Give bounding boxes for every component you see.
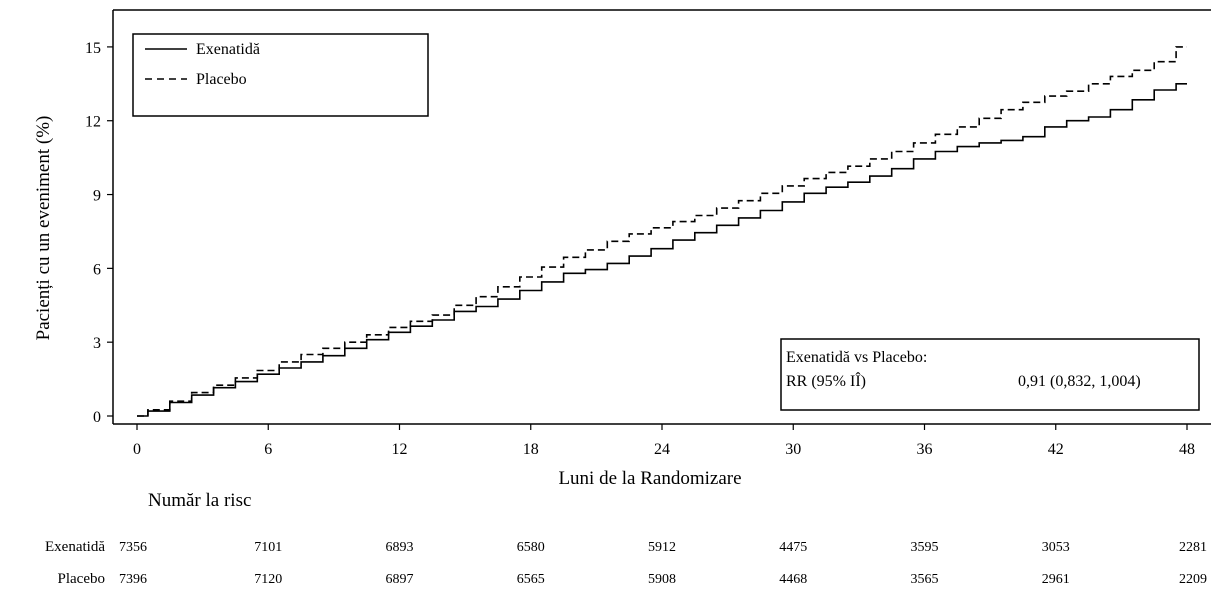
x-tick-label: 12 xyxy=(392,441,408,458)
risk-count: 7101 xyxy=(254,540,282,555)
y-tick-label: 0 xyxy=(93,409,101,426)
risk-count: 3053 xyxy=(1042,540,1070,555)
y-tick-label: 12 xyxy=(85,114,101,131)
risk-table-title: Număr la risc xyxy=(148,490,251,511)
series-layer xyxy=(137,46,1187,417)
y-tick-label: 9 xyxy=(93,188,101,205)
x-tick-label: 48 xyxy=(1179,441,1195,458)
x-axis: 0 6 12 18 24 30 36 42 48 xyxy=(133,424,1195,458)
x-tick-label: 6 xyxy=(264,441,272,458)
plot-area xyxy=(112,9,1211,425)
y-axis-title: Pacienți cu un eveniment (%) xyxy=(33,116,54,341)
x-tick-label: 42 xyxy=(1048,441,1064,458)
risk-row-label: Placebo xyxy=(58,571,105,587)
y-tick-label: 15 xyxy=(85,40,101,57)
x-tick-label: 30 xyxy=(785,441,801,458)
legend: Exenatidă Placebo xyxy=(132,33,429,117)
y-axis: 0 3 6 9 12 15 xyxy=(85,40,113,426)
risk-row-label: Exenatidă xyxy=(45,539,105,555)
risk-count: 7396 xyxy=(119,572,147,587)
statistics-rr-value: 0,91 (0,832, 1,004) xyxy=(1018,373,1141,390)
y-tick-label: 6 xyxy=(93,261,101,278)
risk-count: 3565 xyxy=(911,572,939,587)
legend-box xyxy=(132,33,429,117)
risk-count: 2961 xyxy=(1042,572,1070,587)
risk-count: 3595 xyxy=(911,540,939,555)
statistics-box: Exenatidă vs Placebo: RR (95% IÎ) 0,91 (… xyxy=(780,338,1200,411)
risk-count: 2209 xyxy=(1179,572,1207,587)
legend-label-placebo: Placebo xyxy=(196,71,247,88)
risk-count: 6897 xyxy=(386,572,414,587)
statistics-box-frame xyxy=(780,338,1200,411)
risk-count: 7356 xyxy=(119,540,147,555)
risk-count: 6565 xyxy=(517,572,545,587)
risk-count: 6893 xyxy=(386,540,414,555)
risk-count: 4468 xyxy=(779,572,807,587)
risk-count: 5908 xyxy=(648,572,676,587)
x-tick-label: 36 xyxy=(917,441,933,458)
x-axis-title: Luni de la Randomizare xyxy=(558,468,741,489)
x-tick-label: 0 xyxy=(133,441,141,458)
risk-count: 4475 xyxy=(779,540,807,555)
x-tick-label: 18 xyxy=(523,441,539,458)
series-line-placebo xyxy=(137,46,1187,417)
statistics-rr-label: RR (95% IÎ) xyxy=(786,371,866,390)
risk-count: 5912 xyxy=(648,540,676,555)
series-line-exenatida xyxy=(137,83,1187,417)
legend-label-exenatida: Exenatidă xyxy=(196,41,260,58)
risk-table: Exenatidă 7356 7101 6893 6580 5912 4475 3595 305… xyxy=(45,539,1207,587)
risk-count: 7120 xyxy=(254,572,282,587)
risk-count: 2281 xyxy=(1179,540,1207,555)
statistics-heading: Exenatidă vs Placebo: xyxy=(786,349,927,366)
y-tick-label: 3 xyxy=(93,335,101,352)
risk-count: 6580 xyxy=(517,540,545,555)
x-tick-label: 24 xyxy=(654,441,670,458)
